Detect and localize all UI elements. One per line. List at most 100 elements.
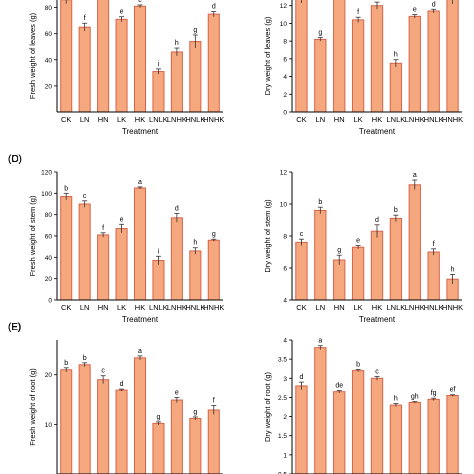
bar-LNHK bbox=[408, 15, 421, 113]
chart-panel-3: (C) b CK c LN f HN e LK a HK i LNLK d LNHK h HNLK g HNHK 0 2… bbox=[8, 154, 224, 324]
significance-letter: h bbox=[193, 240, 197, 247]
x-tick-label: LNHK bbox=[167, 115, 187, 124]
bar-LNLK bbox=[389, 62, 403, 113]
y-tick-label: 20 bbox=[45, 372, 53, 379]
significance-letter: d bbox=[375, 217, 379, 224]
bar-LK bbox=[351, 370, 365, 474]
x-tick-label: HNLK bbox=[424, 115, 444, 124]
significance-letter: e bbox=[356, 238, 360, 245]
y-tick-label: 1.5 bbox=[278, 433, 287, 440]
significance-letter: g bbox=[318, 30, 322, 37]
significance-letter: d bbox=[120, 381, 124, 388]
bar-HNLK bbox=[189, 417, 202, 474]
x-tick-label: LNHK bbox=[167, 303, 187, 312]
significance-letter: c bbox=[138, 0, 142, 4]
y-tick-label: 120 bbox=[41, 170, 52, 177]
bar-CK bbox=[295, 0, 308, 113]
x-tick-label: LN bbox=[316, 115, 326, 124]
x-axis-title: Treatment bbox=[122, 127, 159, 136]
significance-letter: e bbox=[175, 390, 179, 397]
y-tick-label: 60 bbox=[45, 31, 53, 38]
bar-HNLK bbox=[189, 250, 202, 301]
y-tick-label: 2.5 bbox=[278, 395, 287, 402]
bar-LK bbox=[115, 18, 128, 113]
bar-HNHK bbox=[446, 395, 459, 474]
significance-letter: a bbox=[138, 179, 142, 186]
bar-LN bbox=[314, 347, 327, 474]
y-tick-label: 20 bbox=[45, 83, 53, 90]
bar-LK bbox=[115, 228, 128, 301]
bar-HNHK bbox=[207, 13, 220, 113]
significance-letter: c bbox=[101, 368, 105, 375]
significance-letter: c bbox=[375, 0, 379, 1]
y-tick-label: 0 bbox=[283, 110, 287, 117]
x-tick-label: LK bbox=[117, 115, 126, 124]
significance-letter: i bbox=[158, 61, 160, 68]
x-tick-label: HK bbox=[135, 303, 145, 312]
bar-LNHK bbox=[408, 184, 421, 301]
y-axis-title: Fresh weight of leaves (g) bbox=[28, 12, 37, 99]
x-tick-label: HNHK bbox=[442, 303, 463, 312]
significance-letter: a bbox=[138, 348, 142, 355]
significance-letter: h bbox=[451, 266, 455, 273]
bar-HNHK bbox=[446, 0, 459, 113]
bar-LNHK bbox=[170, 399, 183, 474]
panel-label: (E) bbox=[8, 322, 21, 333]
x-axis-title: Treatment bbox=[359, 315, 396, 324]
significance-letter: a bbox=[318, 338, 322, 345]
bar-LK bbox=[351, 19, 365, 113]
bar-HNHK bbox=[207, 409, 220, 474]
x-tick-label: HK bbox=[135, 115, 145, 124]
y-axis-title: Fresh weight of stem (g) bbox=[28, 195, 37, 276]
y-tick-label: 100 bbox=[41, 191, 52, 198]
significance-letter: b bbox=[356, 361, 360, 368]
significance-letter: de bbox=[335, 383, 343, 390]
significance-letter: b bbox=[64, 185, 68, 192]
x-tick-label: LNLK bbox=[149, 115, 168, 124]
x-tick-label: HNHK bbox=[442, 115, 463, 124]
y-axis-title: Dry weight of root (g) bbox=[263, 371, 272, 442]
bar-HNLK bbox=[427, 251, 440, 301]
x-tick-label: LN bbox=[80, 303, 90, 312]
x-tick-label: LNHK bbox=[405, 115, 425, 124]
significance-letter: d bbox=[432, 1, 436, 8]
x-tick-label: LK bbox=[354, 303, 363, 312]
significance-letter: i bbox=[158, 248, 160, 255]
significance-letter: g bbox=[212, 231, 216, 238]
y-axis-title: Fresh weight of root (g) bbox=[28, 368, 37, 446]
y-tick-label: 20 bbox=[45, 276, 53, 283]
significance-letter: e bbox=[413, 7, 417, 14]
x-tick-label: LK bbox=[354, 115, 363, 124]
y-tick-label: 1 bbox=[283, 452, 287, 459]
y-tick-label: 40 bbox=[45, 255, 53, 262]
bar-HNLK bbox=[427, 398, 440, 474]
x-tick-label: HNLK bbox=[185, 303, 205, 312]
bar-HK bbox=[133, 187, 147, 301]
chart-panel-5: (E) b b c d a g e g f 10 20 Fresh weight of root (g) bbox=[8, 322, 223, 474]
bar-CK bbox=[295, 241, 308, 301]
significance-letter: b bbox=[64, 360, 68, 367]
significance-letter: c bbox=[375, 368, 379, 375]
y-tick-label: 12 bbox=[280, 3, 288, 10]
x-tick-label: CK bbox=[61, 303, 71, 312]
x-tick-label: CK bbox=[296, 115, 306, 124]
y-tick-label: 10 bbox=[280, 21, 288, 28]
significance-letter: b bbox=[394, 207, 398, 214]
y-axis-title: Dry weight of stem (g) bbox=[263, 199, 272, 273]
bar-LK bbox=[115, 389, 128, 474]
bar-LN bbox=[314, 209, 327, 301]
bar-LNHK bbox=[408, 401, 421, 474]
x-tick-label: HNHK bbox=[203, 115, 224, 124]
x-tick-label: LN bbox=[80, 115, 90, 124]
x-tick-label: LNLK bbox=[387, 303, 406, 312]
significance-letter: h bbox=[394, 396, 398, 403]
significance-letter: fg bbox=[431, 390, 437, 397]
significance-letter: f bbox=[102, 225, 104, 232]
y-tick-label: 10 bbox=[280, 202, 288, 209]
bar-LN bbox=[314, 38, 327, 113]
y-tick-label: 60 bbox=[45, 234, 53, 241]
y-tick-label: 2 bbox=[283, 92, 287, 99]
panel-label: (D) bbox=[8, 154, 22, 165]
y-tick-label: 4 bbox=[283, 338, 287, 345]
x-tick-label: HK bbox=[372, 303, 382, 312]
